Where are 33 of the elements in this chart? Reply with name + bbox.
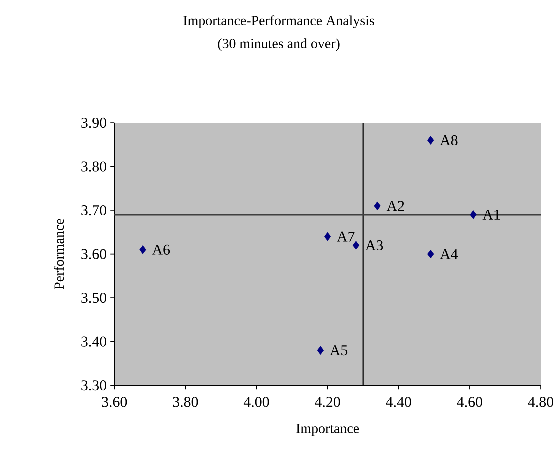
point <box>374 202 381 211</box>
y-tick-label: 3.70 <box>82 205 107 216</box>
x-tick-label: 4.20 <box>315 397 340 408</box>
point <box>324 232 332 242</box>
point <box>428 136 434 145</box>
annotation: A6 <box>152 244 170 255</box>
annotation: A8 <box>440 135 458 146</box>
chart-subtitle: (30 minutes and over) <box>218 38 340 52</box>
y-tick-label: 3.30 <box>82 380 107 391</box>
x-tick-label: 4.00 <box>244 397 270 408</box>
y-tick-label: 3.50 <box>82 292 107 304</box>
y-tick-label: 3.80 <box>82 162 107 172</box>
annotation: A5 <box>330 346 348 356</box>
y-tick-label: 3.90 <box>82 118 107 128</box>
annotation: A3 <box>366 240 384 251</box>
x-tick-label: 4.60 <box>457 397 482 408</box>
y-tick-label: 3.40 <box>82 336 107 347</box>
point <box>317 346 324 355</box>
point <box>470 210 477 220</box>
x-tick-label: 3.60 <box>102 397 128 408</box>
annotation: A7 <box>337 232 355 242</box>
annotation: A4 <box>440 249 458 260</box>
point <box>428 250 434 259</box>
x-tick-label: 4.40 <box>386 397 412 408</box>
x-axis-title: Importance <box>296 424 360 436</box>
point <box>352 241 360 250</box>
x-tick-label: 3.80 <box>173 397 198 408</box>
point <box>140 246 146 254</box>
chart-title: Importance-Performance Analysis <box>184 16 374 28</box>
y-axis-title: Performance <box>54 219 64 290</box>
annotation: A2 <box>386 201 404 212</box>
y-tick-label: 3.60 <box>82 249 107 260</box>
x-tick-label: 4.80 <box>528 397 554 408</box>
